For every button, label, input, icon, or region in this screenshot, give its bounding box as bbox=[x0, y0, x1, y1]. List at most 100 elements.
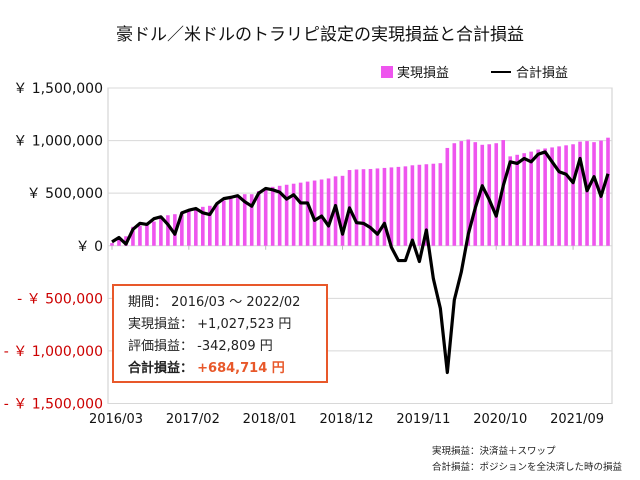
realized-value: +1,027,523 円 bbox=[197, 317, 292, 332]
y-tick-label: - ￥ 500,000 bbox=[17, 291, 103, 307]
bar bbox=[298, 182, 303, 246]
realized-label: 実現損益： bbox=[128, 317, 194, 332]
bar bbox=[263, 187, 268, 246]
unrealized-row: 評価損益： -342,809 円 bbox=[128, 336, 326, 358]
total-label: 合計損益： bbox=[128, 361, 194, 376]
bar bbox=[152, 221, 156, 246]
realized-row: 実現損益： +1,027,523 円 bbox=[128, 314, 326, 336]
bar bbox=[445, 147, 450, 246]
bar bbox=[571, 144, 575, 246]
bar bbox=[145, 224, 149, 246]
bar bbox=[564, 145, 568, 246]
bar bbox=[396, 166, 401, 246]
bar bbox=[550, 147, 554, 246]
bar bbox=[368, 168, 373, 246]
period-value: 2016/03 ～ 2022/02 bbox=[171, 295, 301, 310]
bar bbox=[180, 212, 184, 246]
bar bbox=[319, 179, 324, 246]
bar bbox=[431, 163, 436, 246]
y-tick-label: - ￥ 1,000,000 bbox=[4, 344, 103, 360]
bar bbox=[424, 164, 429, 246]
bar bbox=[578, 141, 582, 246]
legend-label-realized: 実現損益 bbox=[397, 65, 449, 81]
unrealized-label: 評価損益： bbox=[128, 339, 194, 354]
bar bbox=[326, 178, 331, 246]
bar bbox=[452, 143, 457, 246]
y-tick-label: ￥ 1,500,000 bbox=[13, 81, 103, 97]
bar bbox=[159, 218, 163, 246]
summary-box: 期間： 2016/03 ～ 2022/02 実現損益： +1,027,523 円… bbox=[112, 284, 328, 383]
total-value: +684,714 円 bbox=[197, 361, 285, 376]
bar bbox=[221, 200, 226, 246]
bar bbox=[312, 180, 317, 246]
bar bbox=[403, 166, 408, 246]
line-series-total bbox=[111, 150, 610, 375]
bar bbox=[214, 203, 219, 246]
footnote-realized: 実現損益：決済益＋スワップ bbox=[432, 446, 556, 457]
bar bbox=[131, 226, 135, 246]
x-tick-label: 2020/10 bbox=[473, 412, 527, 427]
bar bbox=[410, 165, 415, 246]
footnote-total: 合計損益：ポジションを全決済した時の損益 bbox=[432, 462, 623, 473]
y-tick-label: ￥ 0 bbox=[76, 239, 103, 255]
bar bbox=[270, 186, 275, 246]
period-row: 期間： 2016/03 ～ 2022/02 bbox=[128, 292, 326, 314]
bar bbox=[536, 149, 540, 246]
bar bbox=[291, 183, 296, 246]
bar bbox=[375, 168, 380, 246]
bar bbox=[529, 151, 533, 246]
bar bbox=[389, 167, 394, 246]
period-label: 期間： bbox=[128, 295, 168, 310]
bar bbox=[459, 141, 464, 246]
y-tick-label: ￥ 500,000 bbox=[27, 186, 103, 202]
bar bbox=[494, 143, 499, 246]
bar bbox=[201, 206, 205, 246]
bar bbox=[256, 191, 261, 246]
bar bbox=[277, 185, 282, 246]
bar bbox=[480, 144, 485, 246]
bar bbox=[117, 239, 121, 246]
bar bbox=[382, 167, 387, 246]
x-tick-label: 2019/11 bbox=[396, 412, 450, 427]
bar bbox=[515, 154, 519, 246]
bar bbox=[361, 169, 366, 246]
x-tick-label: 2018/12 bbox=[320, 412, 374, 427]
bar bbox=[138, 225, 142, 246]
y-tick-label: - ￥ 1,500,000 bbox=[4, 397, 103, 413]
bar bbox=[110, 243, 114, 246]
bar bbox=[417, 164, 422, 246]
bar bbox=[585, 141, 589, 246]
bar bbox=[438, 163, 443, 246]
bar bbox=[592, 142, 596, 246]
unrealized-value: -342,809 円 bbox=[197, 339, 273, 354]
bar bbox=[166, 215, 170, 246]
bar bbox=[487, 144, 492, 246]
bar bbox=[522, 153, 526, 246]
legend-swatch-realized bbox=[381, 66, 393, 78]
x-tick-label: 2016/03 bbox=[89, 412, 143, 427]
legend-label-total: 合計損益 bbox=[516, 65, 568, 81]
bar bbox=[235, 196, 240, 246]
bar bbox=[242, 194, 247, 246]
bar bbox=[194, 207, 198, 246]
x-tick-label: 2018/01 bbox=[243, 412, 297, 427]
bar bbox=[543, 148, 547, 246]
bar bbox=[284, 184, 289, 246]
bar bbox=[508, 156, 512, 246]
bar bbox=[249, 194, 254, 246]
bar bbox=[187, 209, 191, 246]
bar bbox=[606, 137, 610, 246]
bar bbox=[466, 139, 471, 246]
total-row: 合計損益： +684,714 円 bbox=[128, 358, 326, 380]
bar bbox=[354, 169, 359, 246]
bar bbox=[473, 142, 478, 246]
x-tick-label: 2021/09 bbox=[550, 412, 604, 427]
bar bbox=[208, 205, 212, 246]
y-tick-label: ￥ 1,000,000 bbox=[13, 134, 103, 150]
x-tick-label: 2017/02 bbox=[166, 412, 220, 427]
chart-title: 豪ドル／米ドルのトラリピ設定の実現損益と合計損益 bbox=[116, 25, 524, 45]
bar bbox=[305, 181, 310, 246]
bar bbox=[557, 146, 561, 246]
bar bbox=[228, 198, 233, 246]
